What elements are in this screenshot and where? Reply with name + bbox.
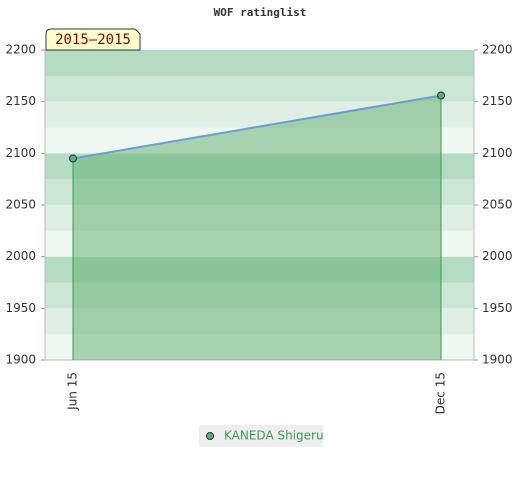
y-tick-label: 2100	[5, 146, 36, 160]
chart-title: WOF ratinglist	[214, 6, 307, 19]
plot-band	[45, 75, 474, 102]
y-tick-label: 2150	[5, 94, 36, 108]
badge-label: 2015–2015	[55, 32, 131, 48]
y2-tick-label: 2200	[482, 43, 513, 57]
y-tick-label: 2200	[5, 43, 36, 57]
y-tick-label: 2000	[5, 249, 36, 263]
y2-tick-label: 1950	[482, 301, 513, 315]
area	[73, 95, 441, 360]
y2-tick-label: 2050	[482, 198, 513, 212]
y2-tick-label: 1900	[482, 353, 513, 367]
y-tick-label: 1950	[5, 301, 36, 315]
badge-box	[45, 28, 141, 51]
y2-tick-label: 2150	[482, 94, 513, 108]
x-tick-label: Dec 15	[434, 372, 448, 414]
legend-marker	[206, 432, 214, 440]
point	[69, 154, 77, 163]
plot-band	[45, 50, 474, 76]
y2-tick-label: 2100	[482, 146, 513, 160]
y-tick-label: 2050	[5, 198, 36, 212]
y-tick-label: 1900	[5, 353, 36, 367]
point	[437, 91, 445, 100]
line	[72, 94, 442, 160]
legend-box	[199, 425, 323, 447]
legend-label: KANEDA Shigeru	[224, 429, 324, 443]
x-tick-label: Jun 15	[66, 372, 80, 411]
badge: 2015–2015	[45, 28, 141, 51]
y2-tick-label: 2000	[482, 249, 513, 263]
